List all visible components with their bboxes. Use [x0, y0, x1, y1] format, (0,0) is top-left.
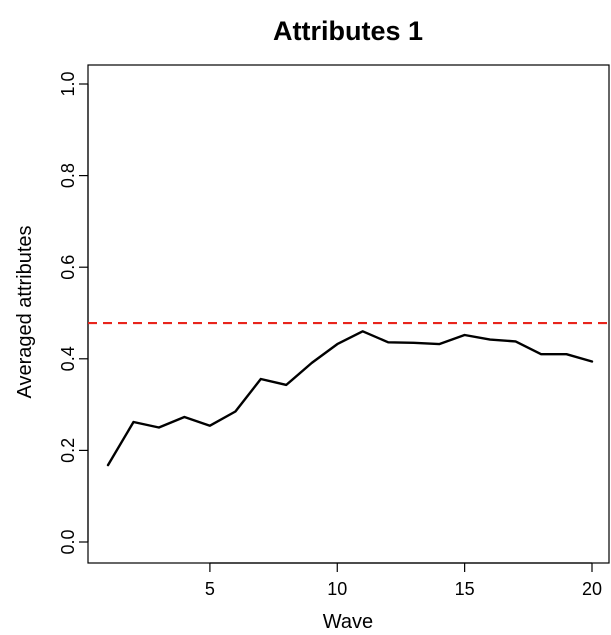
y-tick-label: 1.0 [58, 71, 78, 96]
y-tick-label: 0.4 [58, 346, 78, 371]
y-tick-label: 0.6 [58, 255, 78, 280]
plot-area [87, 64, 610, 564]
chart-title: Attributes 1 [273, 16, 423, 46]
y-tick-label: 0.0 [58, 529, 78, 554]
x-tick-label: 10 [327, 579, 347, 599]
y-axis: 0.0 0.2 0.4 0.6 0.8 1.0 [58, 71, 89, 555]
x-axis: 5 10 15 20 [205, 562, 602, 599]
y-tick-label: 0.2 [58, 438, 78, 463]
x-tick-label: 5 [205, 579, 215, 599]
series-line [106, 330, 594, 467]
y-tick-label: 0.8 [58, 163, 78, 188]
y-axis-label: Averaged attributes [14, 225, 36, 398]
series-group [106, 330, 594, 467]
x-tick-label: 15 [455, 579, 475, 599]
x-axis-label: Wave [323, 611, 373, 633]
x-tick-label: 20 [582, 579, 602, 599]
